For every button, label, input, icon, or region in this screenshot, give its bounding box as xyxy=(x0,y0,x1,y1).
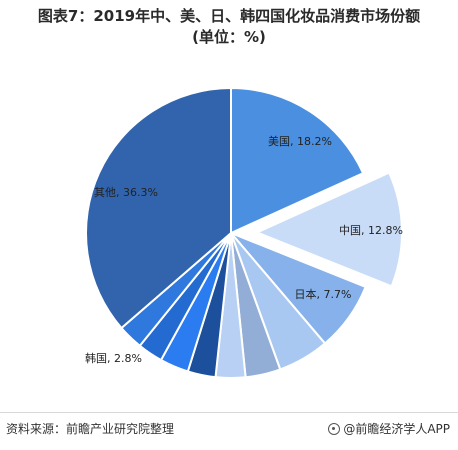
chart-title-line1: 图表7：2019年中、美、日、韩四国化妆品消费市场份额 xyxy=(37,7,421,25)
pie-slice xyxy=(254,171,403,288)
brand-logo-icon xyxy=(328,423,341,435)
slice-label: 日本, 7.7% xyxy=(295,287,352,301)
slice-label: 中国, 12.8% xyxy=(339,224,403,237)
chart-title-line2: (单位：%) xyxy=(192,28,266,46)
pie-slice xyxy=(85,86,232,330)
brand-credit: @前瞻经济学人APP xyxy=(328,420,450,437)
brand-text: @前瞻经济学人APP xyxy=(343,422,450,436)
source-note: 资料来源：前瞻产业研究院整理 xyxy=(6,422,175,436)
pie-slice xyxy=(230,86,365,235)
chart-title: 图表7：2019年中、美、日、韩四国化妆品消费市场份额 (单位：%) xyxy=(0,6,458,48)
slice-label: 美国, 18.2% xyxy=(268,135,332,148)
slice-label: 韩国, 2.8% xyxy=(85,351,142,365)
slice-label: 其他, 36.3% xyxy=(94,186,158,199)
footer-divider xyxy=(0,412,458,413)
